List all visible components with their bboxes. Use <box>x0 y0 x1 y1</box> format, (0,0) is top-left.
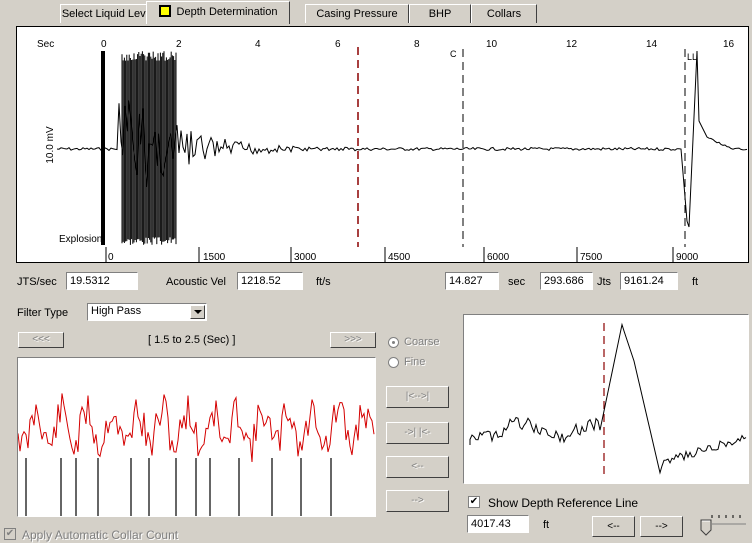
yellow-square-icon <box>158 5 171 17</box>
liquid-level-zoom-chart[interactable] <box>463 314 749 484</box>
shift-right-button[interactable]: --> <box>386 490 449 512</box>
top-tick: 14 <box>646 39 658 50</box>
fine-radio[interactable] <box>388 357 399 368</box>
slider-thumb[interactable] <box>700 519 712 536</box>
zoom-chart-svg <box>17 393 375 516</box>
bottom-tick: 7500 <box>580 252 603 262</box>
jts-sec-label: JTS/sec <box>17 276 57 288</box>
range-text: [ 1.5 to 2.5 (Sec) ] <box>148 334 236 346</box>
explosion-label: Explosion <box>59 234 102 245</box>
chevron-down-icon[interactable] <box>190 305 205 319</box>
top-tick: 6 <box>335 39 341 50</box>
tab-bhp[interactable]: BHP <box>409 4 471 23</box>
bottom-tick: 6000 <box>487 252 510 262</box>
tab-collars[interactable]: Collars <box>471 4 537 23</box>
tab-label: Casing Pressure <box>316 8 398 20</box>
slider-svg <box>700 515 746 536</box>
top-axis-ticks: 0 2 4 6 8 10 12 14 16 <box>101 39 735 50</box>
top-tick: 8 <box>414 39 420 50</box>
main-acoustic-chart[interactable]: Sec 0 2 4 6 8 10 12 14 16 10.0 mV C LL E… <box>16 26 749 263</box>
filter-type-select[interactable]: High Pass <box>87 303 207 321</box>
explosion-spike <box>101 51 105 245</box>
show-depth-ref-checkbox[interactable]: ✔ <box>468 496 480 508</box>
top-tick: 4 <box>255 39 261 50</box>
acoustic-vel-unit: ft/s <box>316 276 331 288</box>
collar-marker-label: C <box>450 49 457 59</box>
depth-ref-field[interactable]: 4017.43 <box>467 515 529 533</box>
depth-ft-field[interactable]: 9161.24 <box>620 272 678 290</box>
top-tick: 0 <box>101 39 107 50</box>
tab-bar: Select Liquid Level Depth Determination … <box>0 0 752 24</box>
top-tick: 12 <box>566 39 578 50</box>
depth-ref-unit: ft <box>543 519 550 531</box>
coarse-radio[interactable] <box>388 337 399 348</box>
acoustic-vel-field[interactable]: 1218.52 <box>237 272 303 290</box>
expand-range-button[interactable]: |<-->| <box>386 386 449 408</box>
tab-casing-pressure[interactable]: Casing Pressure <box>305 4 409 23</box>
prev-range-button[interactable]: <<< <box>18 332 64 348</box>
liquid-level-label: LL <box>687 52 697 62</box>
sec-label: Sec <box>37 39 54 50</box>
filter-type-value: High Pass <box>91 305 142 317</box>
ll-trace <box>469 322 747 475</box>
coarse-label: Coarse <box>404 336 440 348</box>
collar-tick-lines <box>25 458 332 516</box>
y-axis-label: 10.0 mV <box>45 126 56 164</box>
joints-unit: Jts <box>597 276 612 288</box>
top-tick: 16 <box>723 39 735 50</box>
depth-ref-right-button[interactable]: --> <box>640 516 683 537</box>
sec-unit: sec <box>508 276 526 288</box>
bottom-tick: 9000 <box>676 252 699 262</box>
tab-select-liquid-level[interactable]: Select Liquid Level <box>60 4 156 23</box>
show-depth-ref-label: Show Depth Reference Line <box>488 496 639 510</box>
depth-ref-left-button[interactable]: <-- <box>592 516 635 537</box>
ll-chart-svg <box>469 322 747 475</box>
zoom-waveform-chart[interactable] <box>17 357 376 517</box>
joints-field[interactable]: 293.686 <box>540 272 593 290</box>
filter-type-label: Filter Type <box>17 307 69 319</box>
depth-ref-slider[interactable] <box>698 512 748 540</box>
zoom-red-trace <box>17 393 375 463</box>
bottom-tick: 4500 <box>388 252 411 262</box>
bottom-axis-ticks: 0 1500 3000 4500 6000 7500 9000 <box>105 247 699 263</box>
contract-range-button[interactable]: ->| |<- <box>386 422 449 444</box>
next-range-button[interactable]: >>> <box>330 332 376 348</box>
bottom-tick: 0 <box>108 252 114 262</box>
tab-label: BHP <box>428 8 452 20</box>
fine-label: Fine <box>404 356 426 368</box>
explosion-burst <box>101 51 177 245</box>
top-tick: 2 <box>176 39 182 50</box>
tab-label: Select Liquid Level <box>61 8 155 20</box>
bottom-tick: 1500 <box>203 252 226 262</box>
time-sec-field[interactable]: 14.827 <box>445 272 499 290</box>
tab-depth-determination[interactable]: Depth Determination <box>146 1 290 24</box>
bottom-tick: 3000 <box>294 252 317 262</box>
auto-collar-count-label: Apply Automatic Collar Count <box>22 528 179 542</box>
tab-label: Collars <box>486 8 522 20</box>
acoustic-vel-label: Acoustic Vel <box>166 276 226 288</box>
depth-ft-unit: ft <box>692 276 699 288</box>
main-chart-svg: Sec 0 2 4 6 8 10 12 14 16 10.0 mV C LL E… <box>37 39 748 263</box>
tab-label: Depth Determination <box>176 6 278 18</box>
top-tick: 10 <box>486 39 498 50</box>
auto-collar-count-checkbox[interactable]: ✔ <box>4 528 16 540</box>
shift-left-button[interactable]: <-- <box>386 456 449 478</box>
jts-sec-field[interactable]: 19.5312 <box>66 272 138 290</box>
